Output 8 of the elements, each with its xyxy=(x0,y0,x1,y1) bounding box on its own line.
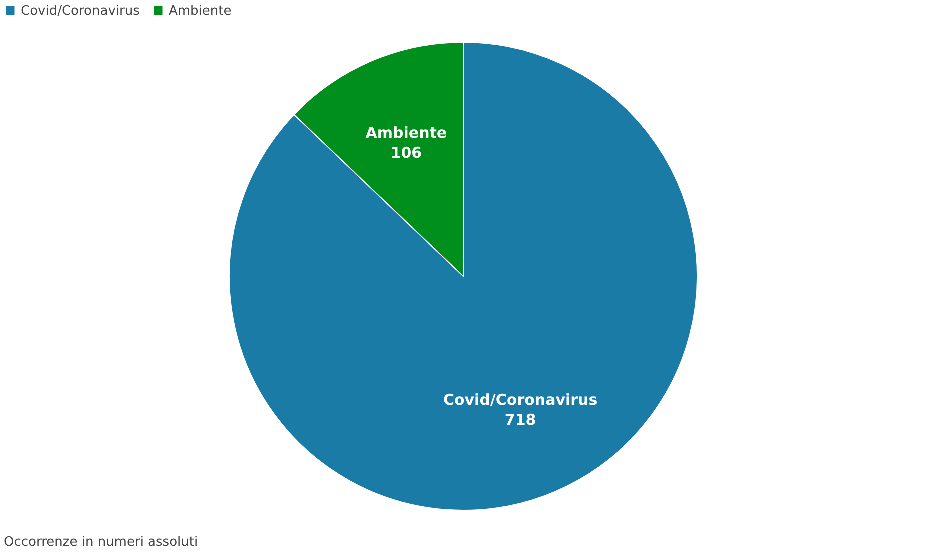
slice-label: Covid/Coronavirus xyxy=(443,390,598,409)
legend-label: Covid/Coronavirus xyxy=(21,4,140,19)
data-label: 718 xyxy=(504,410,536,429)
pie-slice xyxy=(229,42,698,511)
data-label: 106 xyxy=(390,144,422,162)
legend-label: Ambiente xyxy=(169,4,232,19)
slice-label: Ambiente xyxy=(366,124,448,142)
text: Occorrenze in numeri assoluti xyxy=(4,535,198,550)
